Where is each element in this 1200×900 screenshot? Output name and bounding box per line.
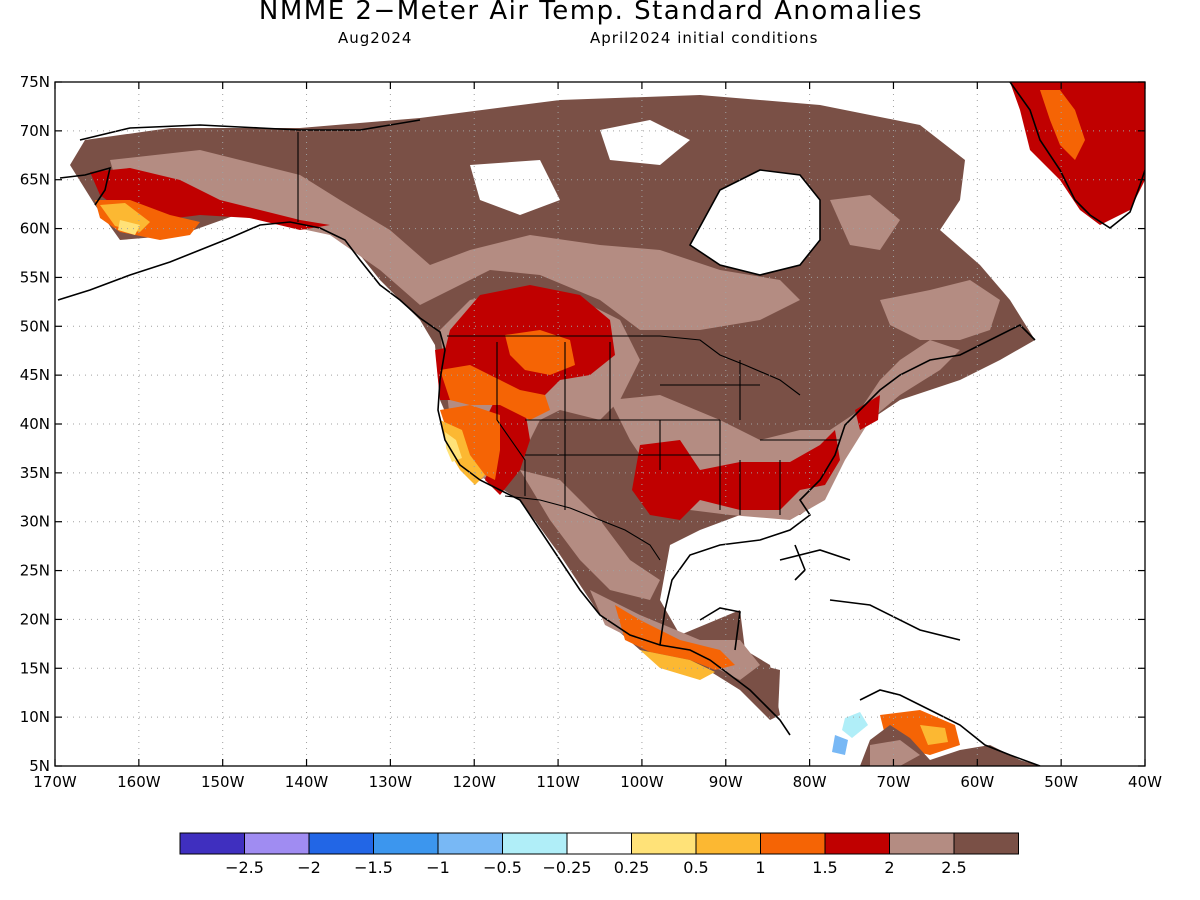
colorbar-swatch <box>824 832 890 855</box>
colorbar-label: 0.5 <box>683 858 708 877</box>
lat-label: 15N <box>20 659 50 677</box>
colorbar-swatch <box>437 832 503 855</box>
lat-label: 35N <box>20 464 50 482</box>
lat-label: 60N <box>20 220 50 238</box>
lon-label: 90W <box>709 773 743 791</box>
lon-label: 150W <box>201 773 245 791</box>
lon-label: 170W <box>33 773 77 791</box>
lon-label: 160W <box>117 773 161 791</box>
colorbar-label: −2.5 <box>225 858 264 877</box>
colorbar-label: −2 <box>297 858 321 877</box>
colorbar-label: −0.25 <box>542 858 591 877</box>
colorbar-swatch <box>179 832 245 855</box>
colorbar-swatch <box>889 832 955 855</box>
lat-label: 25N <box>20 562 50 580</box>
colorbar-swatch <box>244 832 310 855</box>
lon-label: 80W <box>793 773 827 791</box>
initial-conditions: April2024 initial conditions <box>590 29 819 47</box>
colorbar-swatch <box>308 832 374 855</box>
lon-label: 60W <box>960 773 994 791</box>
political-borders <box>297 132 840 561</box>
forecast-month: Aug2024 <box>338 29 413 47</box>
latitude-axis: 75N 70N 65N 60N 55N 50N 45N 40N 35N 30N 25N 20N 15N 1… <box>20 73 50 775</box>
lat-label: 20N <box>20 610 50 628</box>
colorbar-label: 1.5 <box>812 858 837 877</box>
graticule <box>55 82 1145 766</box>
colorbar-swatch <box>502 832 568 855</box>
colorbar-swatch <box>373 832 439 855</box>
lon-label: 70W <box>877 773 911 791</box>
lat-label: 55N <box>20 268 50 286</box>
colorbar <box>179 832 1019 855</box>
lat-label: 65N <box>20 171 50 189</box>
colorbar-swatch <box>760 832 826 855</box>
colorbar-swatch <box>953 832 1019 855</box>
lon-label: 40W <box>1128 773 1162 791</box>
colorbar-swatch <box>695 832 761 855</box>
lat-label: 50N <box>20 317 50 335</box>
colorbar-swatch <box>631 832 697 855</box>
lon-label: 50W <box>1044 773 1078 791</box>
lat-label: 45N <box>20 366 50 384</box>
colorbar-label: −1 <box>426 858 450 877</box>
map-title: NMME 2−Meter Air Temp. Standard Anomalie… <box>258 0 924 26</box>
colorbar-label: −0.5 <box>483 858 522 877</box>
lon-label: 130W <box>369 773 413 791</box>
lat-label: 40N <box>20 415 50 433</box>
lat-label: 30N <box>20 513 50 531</box>
lon-label: 120W <box>452 773 496 791</box>
lon-label: 100W <box>620 773 664 791</box>
map-canvas <box>57 82 1145 766</box>
colorbar-swatch <box>566 832 632 855</box>
lat-label: 70N <box>20 122 50 140</box>
lat-label: 5N <box>29 757 50 775</box>
colorbar-labels: −2.5 −2 −1.5 −1 −0.5 −0.25 0.25 0.5 1 1.5 2 2.5 <box>225 858 967 877</box>
longitude-axis: 170W 160W 150W 140W 130W 120W 110W 100W 90W 80W 70… <box>33 773 1162 791</box>
axis-ticks <box>54 81 1146 767</box>
lon-label: 110W <box>536 773 580 791</box>
colorbar-label: −1.5 <box>354 858 393 877</box>
anomaly-shading <box>70 82 1145 766</box>
colorbar-label: 2.5 <box>941 858 966 877</box>
lat-label: 10N <box>20 708 50 726</box>
colorbar-label: 2 <box>884 858 894 877</box>
lon-label: 140W <box>285 773 329 791</box>
colorbar-label: 1 <box>755 858 765 877</box>
lat-label: 75N <box>20 73 50 91</box>
coastlines <box>57 82 1145 766</box>
colorbar-label: 0.25 <box>614 858 650 877</box>
